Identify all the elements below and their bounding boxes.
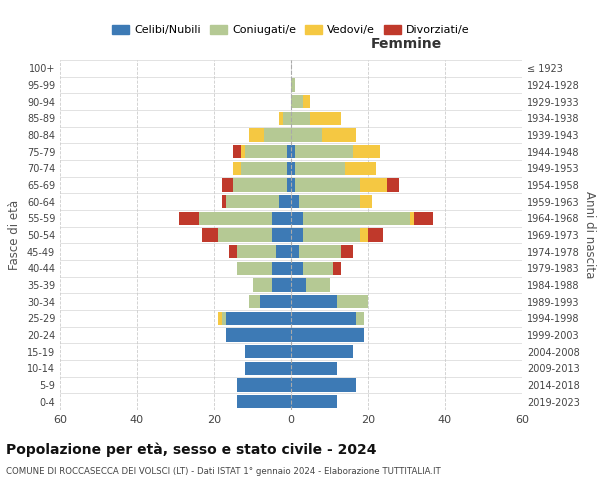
- Bar: [218, 312, 222, 325]
- Bar: [291, 312, 356, 325]
- Bar: [291, 262, 302, 275]
- Bar: [237, 245, 275, 258]
- Bar: [291, 328, 364, 342]
- Bar: [302, 212, 410, 225]
- Bar: [302, 95, 310, 108]
- Bar: [245, 362, 291, 375]
- Bar: [291, 378, 356, 392]
- Bar: [291, 145, 295, 158]
- Legend: Celibi/Nubili, Coniugati/e, Vedovi/e, Divorziati/e: Celibi/Nubili, Coniugati/e, Vedovi/e, Di…: [108, 20, 474, 40]
- Bar: [226, 195, 280, 208]
- Bar: [291, 362, 337, 375]
- Bar: [410, 212, 414, 225]
- Bar: [291, 195, 299, 208]
- Bar: [222, 312, 226, 325]
- Bar: [295, 178, 360, 192]
- Bar: [233, 145, 241, 158]
- Bar: [291, 295, 337, 308]
- Bar: [291, 78, 295, 92]
- Bar: [245, 345, 291, 358]
- Bar: [295, 162, 345, 175]
- Text: COMUNE DI ROCCASECCA DEI VOLSCI (LT) - Dati ISTAT 1° gennaio 2024 - Elaborazione: COMUNE DI ROCCASECCA DEI VOLSCI (LT) - D…: [6, 468, 441, 476]
- Text: Femmine: Femmine: [371, 38, 442, 52]
- Bar: [414, 212, 433, 225]
- Bar: [218, 228, 272, 241]
- Bar: [222, 178, 233, 192]
- Bar: [360, 228, 368, 241]
- Bar: [280, 195, 291, 208]
- Bar: [360, 195, 372, 208]
- Bar: [356, 312, 364, 325]
- Y-axis label: Fasce di età: Fasce di età: [8, 200, 21, 270]
- Bar: [299, 245, 341, 258]
- Bar: [241, 145, 245, 158]
- Bar: [291, 345, 353, 358]
- Bar: [334, 262, 341, 275]
- Bar: [229, 245, 237, 258]
- Bar: [245, 145, 287, 158]
- Bar: [291, 112, 310, 125]
- Bar: [283, 112, 291, 125]
- Bar: [291, 395, 337, 408]
- Bar: [291, 245, 299, 258]
- Y-axis label: Anni di nascita: Anni di nascita: [583, 192, 596, 278]
- Bar: [307, 278, 329, 291]
- Bar: [337, 295, 368, 308]
- Bar: [272, 262, 291, 275]
- Bar: [291, 162, 295, 175]
- Bar: [202, 228, 218, 241]
- Bar: [322, 128, 356, 141]
- Bar: [248, 128, 264, 141]
- Bar: [253, 278, 272, 291]
- Bar: [222, 195, 226, 208]
- Bar: [291, 178, 295, 192]
- Bar: [295, 145, 353, 158]
- Bar: [237, 262, 272, 275]
- Bar: [280, 112, 283, 125]
- Bar: [302, 228, 360, 241]
- Bar: [233, 162, 241, 175]
- Bar: [237, 378, 291, 392]
- Bar: [310, 112, 341, 125]
- Bar: [179, 212, 199, 225]
- Bar: [291, 128, 322, 141]
- Bar: [341, 245, 353, 258]
- Bar: [260, 295, 291, 308]
- Bar: [272, 212, 291, 225]
- Bar: [226, 328, 291, 342]
- Bar: [287, 178, 291, 192]
- Bar: [264, 128, 291, 141]
- Bar: [248, 295, 260, 308]
- Bar: [302, 262, 334, 275]
- Bar: [345, 162, 376, 175]
- Bar: [233, 178, 287, 192]
- Bar: [291, 212, 302, 225]
- Bar: [387, 178, 399, 192]
- Bar: [287, 162, 291, 175]
- Bar: [199, 212, 272, 225]
- Bar: [272, 278, 291, 291]
- Bar: [241, 162, 287, 175]
- Bar: [291, 228, 302, 241]
- Bar: [237, 395, 291, 408]
- Bar: [226, 312, 291, 325]
- Bar: [287, 145, 291, 158]
- Text: Popolazione per età, sesso e stato civile - 2024: Popolazione per età, sesso e stato civil…: [6, 442, 377, 457]
- Bar: [291, 278, 307, 291]
- Bar: [299, 195, 360, 208]
- Bar: [291, 95, 302, 108]
- Bar: [272, 228, 291, 241]
- Bar: [353, 145, 380, 158]
- Bar: [275, 245, 291, 258]
- Bar: [368, 228, 383, 241]
- Bar: [360, 178, 387, 192]
